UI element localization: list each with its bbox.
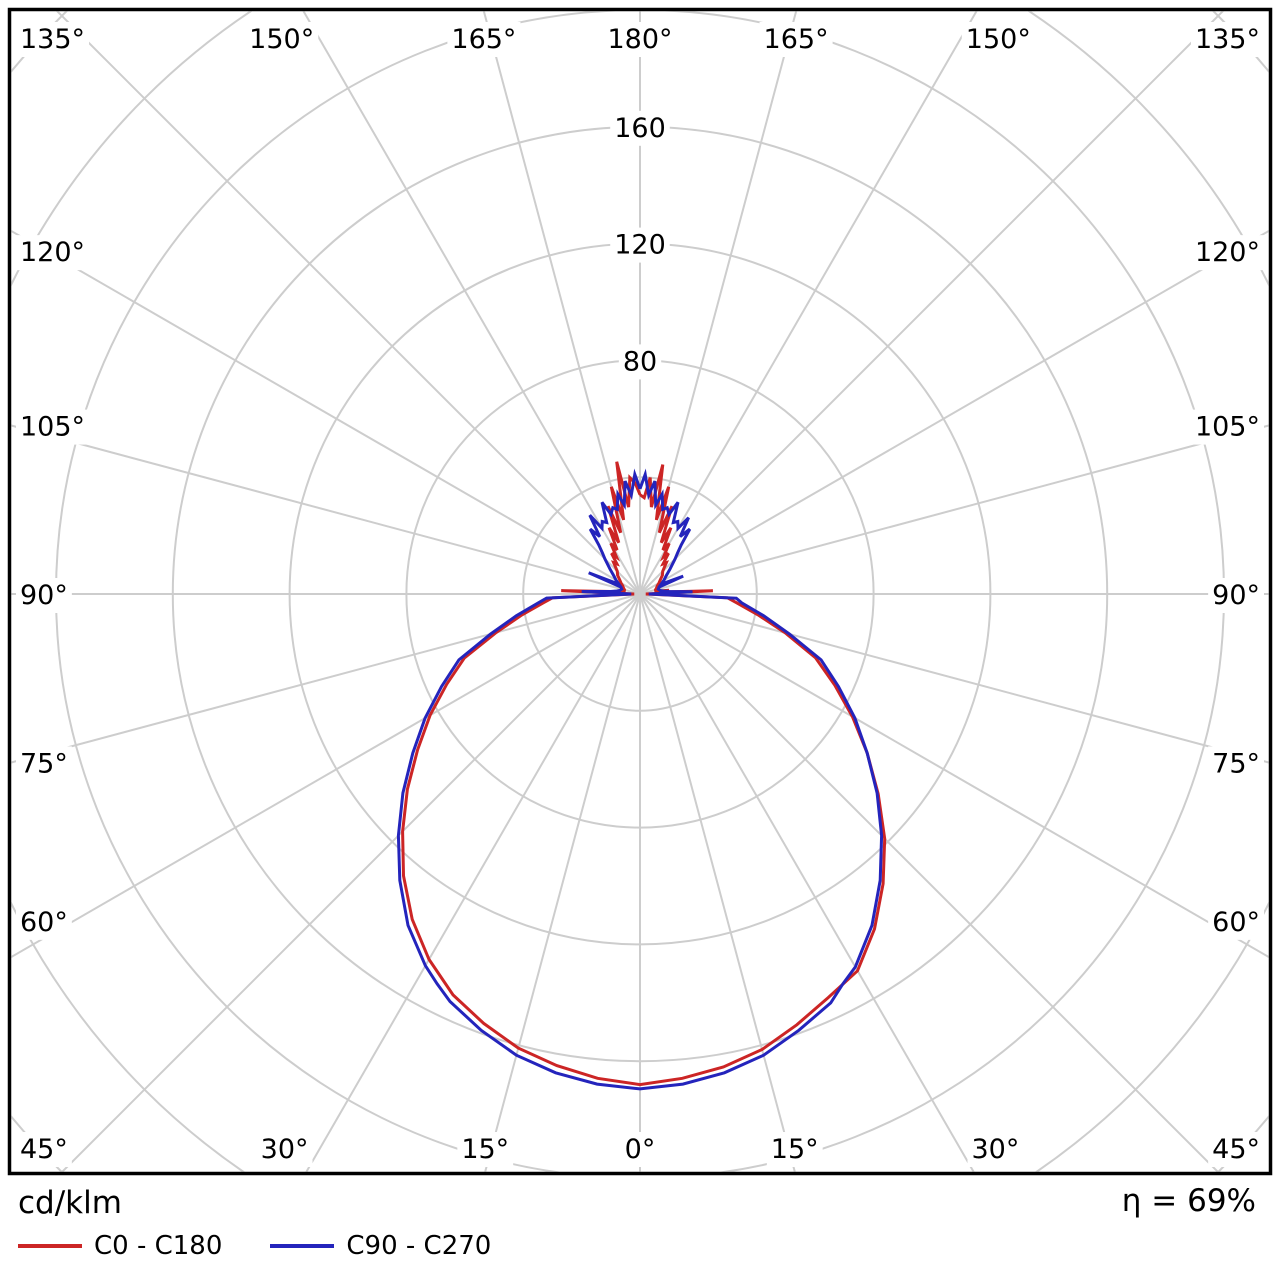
r-tick-label: 80 <box>623 346 657 377</box>
label-bg <box>16 1132 72 1167</box>
angle-label: 165° <box>451 24 516 55</box>
label-bg <box>457 1132 514 1167</box>
polar-grid-radial <box>639 11 798 595</box>
label-bg <box>610 110 670 146</box>
label-bg <box>1208 746 1264 782</box>
angle-label: 120° <box>1195 237 1260 268</box>
legend-label-c0-c180: C0 - C180 <box>94 1231 223 1261</box>
angle-label: 15° <box>771 1134 819 1165</box>
polar-grid-radial <box>639 11 978 595</box>
label-bg <box>1208 904 1264 940</box>
label-bg <box>1190 235 1264 271</box>
polar-grid-radial <box>11 593 641 764</box>
r-tick-label: 160 <box>614 113 666 144</box>
label-bg <box>967 1132 1024 1167</box>
label-bg <box>1190 409 1264 445</box>
curve-c0-c180 <box>401 461 887 1087</box>
label-bg <box>16 904 72 940</box>
label-bg <box>256 1132 313 1167</box>
chart-frame <box>7 7 1273 1176</box>
label-bg <box>16 578 72 613</box>
label-bg <box>16 746 72 782</box>
polar-grid-radial <box>11 229 641 595</box>
label-bg <box>620 1132 660 1167</box>
polar-grid-radial <box>639 229 1269 595</box>
polar-grid-radial <box>639 593 1269 959</box>
polar-grid-radial <box>302 11 641 595</box>
angle-label: 135° <box>20 24 85 55</box>
angle-label: 75° <box>20 748 68 779</box>
legend: C0 - C180 C90 - C270 <box>18 1232 491 1260</box>
label-bg <box>1208 578 1264 613</box>
c0-c180-line-swatch <box>18 1244 82 1248</box>
angle-label: 15° <box>461 1134 509 1165</box>
angle-label: 60° <box>20 907 68 938</box>
angle-label: 90° <box>20 580 68 611</box>
polar-grid-radial <box>639 593 1219 1172</box>
chart-footer: cd/klm η = 69% C0 - C180 C90 - C270 <box>0 1178 1280 1280</box>
polar-grid-radial <box>639 11 1224 595</box>
legend-label-c90-c270: C90 - C270 <box>346 1231 492 1261</box>
label-bg <box>766 1132 823 1167</box>
polar-grid-radial <box>484 593 641 1172</box>
label-bg <box>16 22 90 57</box>
efficiency-label: η = 69% <box>1121 1183 1256 1219</box>
angle-label: 180° <box>607 24 672 55</box>
polar-grid-radial <box>639 424 1269 595</box>
label-bg <box>16 409 90 445</box>
label-bg <box>610 227 670 263</box>
polar-grid-radial <box>639 593 1269 764</box>
angle-label: 60° <box>1212 907 1260 938</box>
polar-grid-radial <box>11 424 641 595</box>
legend-item-c0-c180: C0 - C180 <box>18 1232 222 1260</box>
c90-c270-line-swatch <box>270 1244 335 1248</box>
label-bg <box>961 22 1035 57</box>
label-bg <box>16 235 90 271</box>
angle-label: 90° <box>1212 580 1260 611</box>
label-bg <box>447 22 521 57</box>
angle-label: 45° <box>1212 1134 1260 1165</box>
angle-label: 75° <box>1212 748 1260 779</box>
polar-grid-radial <box>305 593 641 1172</box>
label-bg <box>759 22 833 57</box>
unit-label: cd/klm <box>18 1185 122 1221</box>
angle-label: 150° <box>966 24 1031 55</box>
label-bg <box>245 22 319 57</box>
polar-grid-radial <box>639 593 796 1172</box>
polar-grid-radial <box>11 593 641 959</box>
r-tick-label: 120 <box>614 230 666 261</box>
legend-item-c90-c270: C90 - C270 <box>270 1232 491 1260</box>
angle-label: 0° <box>625 1134 656 1165</box>
curve-c90-c270 <box>396 468 884 1091</box>
polar-grid-radial <box>61 593 641 1172</box>
angle-label: 30° <box>971 1134 1019 1165</box>
angle-label: 45° <box>20 1134 68 1165</box>
label-bg <box>603 22 677 57</box>
polar-grid-radial <box>639 593 975 1172</box>
angle-label: 105° <box>20 412 85 443</box>
polar-grid-radial <box>482 11 641 595</box>
label-bg <box>618 344 662 380</box>
angle-label: 30° <box>261 1134 309 1165</box>
angle-label: 150° <box>249 24 314 55</box>
angle-label: 105° <box>1195 412 1260 443</box>
angle-label: 135° <box>1195 24 1260 55</box>
angle-label: 165° <box>764 24 829 55</box>
angle-label: 120° <box>20 237 85 268</box>
label-bg <box>1208 1132 1264 1167</box>
label-bg <box>1190 22 1264 57</box>
polar-grid-radial <box>56 11 641 595</box>
